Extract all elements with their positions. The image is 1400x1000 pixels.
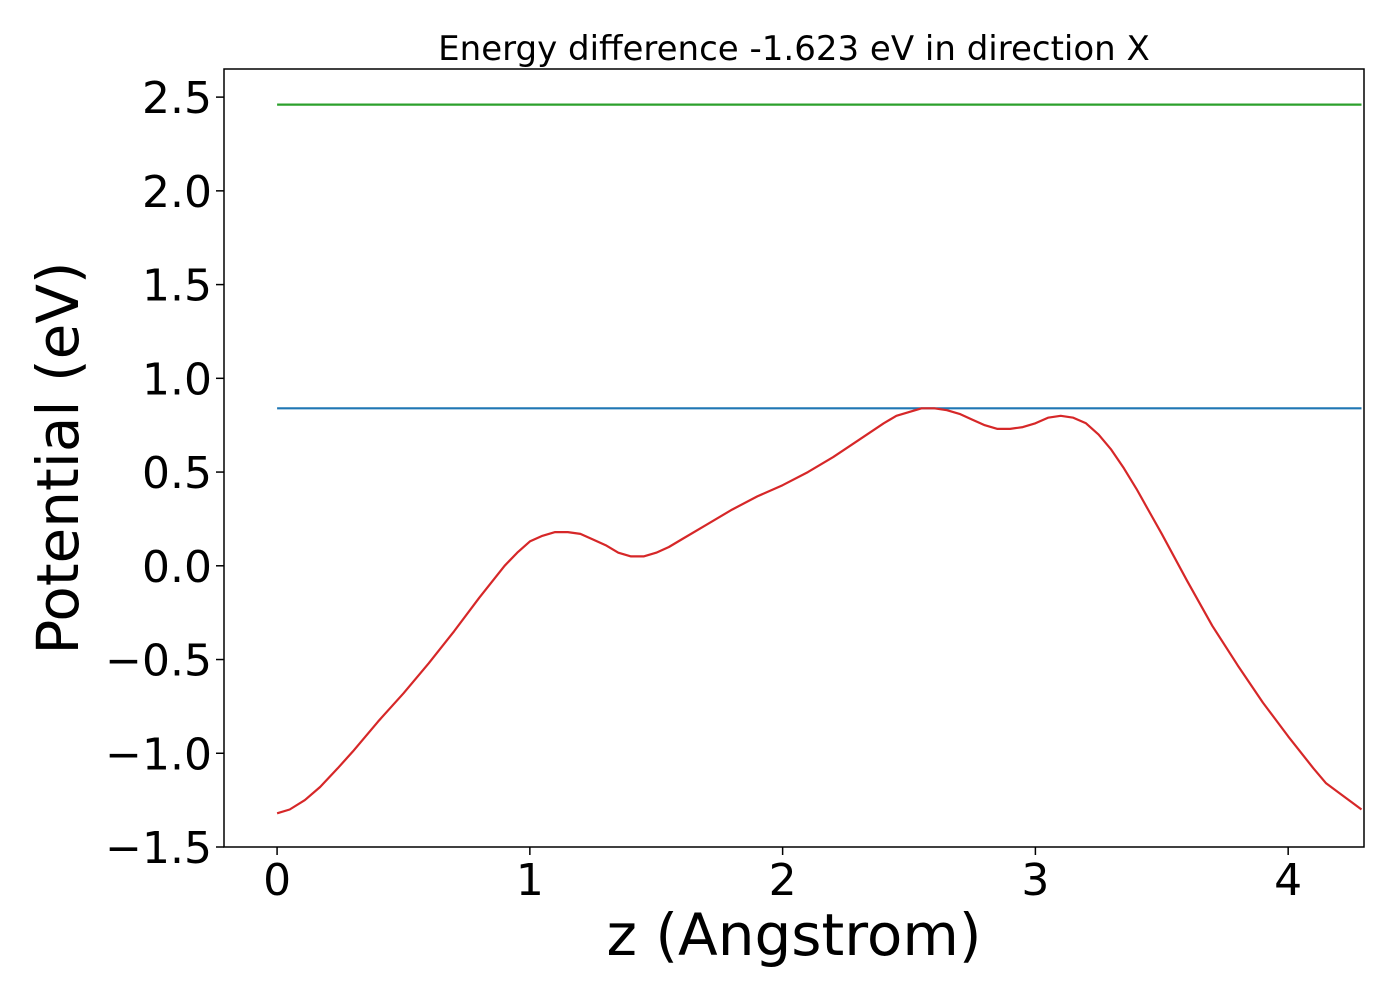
y-tick-label: −1.5 <box>105 823 212 874</box>
x-tick-label: 1 <box>516 855 544 906</box>
series-layer <box>276 103 1363 815</box>
x-axis-label: z (Angstrom) <box>607 901 982 969</box>
x-axis-ticks: 0 1 2 3 4 <box>263 847 1302 906</box>
y-tick-label: 0.0 <box>142 542 212 593</box>
y-tick-label: −1.0 <box>105 729 212 780</box>
y-tick-label: 2.5 <box>142 73 212 124</box>
y-axis-label: Potential (eV) <box>24 261 92 654</box>
plot-frame <box>223 68 1365 848</box>
x-tick-label: 2 <box>769 855 797 906</box>
y-tick-label: 2.0 <box>142 167 212 218</box>
y-tick-label: −0.5 <box>105 636 212 687</box>
y-tick-label: 1.0 <box>142 354 212 405</box>
x-tick-label: 3 <box>1021 855 1049 906</box>
x-tick-label: 4 <box>1274 855 1302 906</box>
y-axis-ticks: −1.5 −1.0 −0.5 0.0 0.5 1.0 1.5 2.0 2.5 <box>105 73 224 874</box>
y-tick-label: 1.5 <box>142 261 212 312</box>
x-tick-label: 0 <box>263 855 291 906</box>
series-line-3 <box>276 407 1363 815</box>
chart-title: Energy difference -1.623 eV in direction… <box>438 29 1150 69</box>
y-tick-label: 0.5 <box>142 448 212 499</box>
